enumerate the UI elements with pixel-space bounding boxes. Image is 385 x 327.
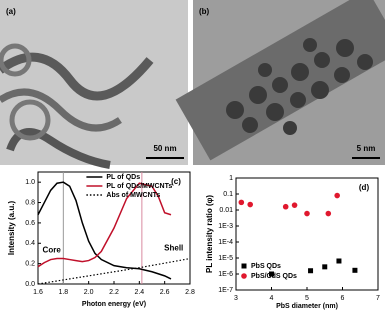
x-axis-label: PbS diameter (nm) bbox=[276, 303, 338, 310]
point bbox=[269, 271, 274, 277]
point bbox=[336, 258, 342, 264]
panel-label: (c) bbox=[171, 177, 181, 186]
y-tick-label: 0.6 bbox=[25, 220, 35, 227]
y-tick-label: 1E-4 bbox=[218, 239, 233, 246]
scale-bar-label: 5 nm bbox=[357, 144, 376, 153]
panel-label: (a) bbox=[6, 7, 16, 16]
image-b: (b) 5 nm bbox=[175, 0, 385, 165]
y-tick-label: 0.01 bbox=[219, 207, 233, 214]
x-tick-label: 2.6 bbox=[160, 289, 170, 296]
legend-label: PL of QDs/MWCNTs bbox=[106, 183, 172, 190]
legend-label: Abs of MWCNTs bbox=[106, 192, 160, 199]
x-tick-label: 7 bbox=[376, 295, 380, 302]
x-tick-label: 5 bbox=[305, 295, 309, 302]
point bbox=[282, 203, 289, 210]
point bbox=[322, 264, 328, 270]
x-tick-label: 2.8 bbox=[185, 289, 195, 296]
y-tick-label: 0.1 bbox=[223, 191, 233, 198]
point bbox=[247, 201, 253, 208]
series-line bbox=[37, 181, 172, 280]
x-tick-label: 4 bbox=[270, 295, 274, 302]
y-tick-label: 0.0 bbox=[25, 281, 35, 288]
point bbox=[352, 267, 358, 273]
y-tick-label: 1E-5 bbox=[218, 255, 233, 262]
series-line bbox=[37, 257, 191, 285]
x-tick-label: 2.2 bbox=[109, 289, 119, 296]
y-axis-label: PL intensity ratio (φ) bbox=[205, 195, 214, 273]
y-tick-label: 0.4 bbox=[25, 240, 35, 247]
x-tick-label: 1.8 bbox=[58, 289, 68, 296]
x-tick-label: 1.6 bbox=[33, 289, 43, 296]
panel-label: (d) bbox=[359, 183, 370, 192]
point bbox=[304, 210, 310, 217]
point bbox=[334, 192, 340, 199]
legend-swatch bbox=[241, 273, 247, 279]
x-tick-label: 2.0 bbox=[84, 289, 94, 296]
x-axis-label: Photon energy (eV) bbox=[82, 301, 146, 308]
point bbox=[325, 210, 332, 217]
y-tick-label: 1E-6 bbox=[218, 271, 233, 278]
point bbox=[238, 199, 245, 206]
y-tick-label: 1E-3 bbox=[218, 223, 233, 230]
point bbox=[308, 268, 314, 274]
image-a: (a) 50 nm bbox=[0, 0, 188, 169]
annotation: Core bbox=[43, 246, 62, 255]
y-tick-label: 1E-7 bbox=[218, 287, 233, 294]
series-line bbox=[37, 182, 172, 268]
y-axis-label: Intensity (a.u.) bbox=[7, 201, 16, 256]
legend-label: PbS/CdS QDs bbox=[251, 273, 297, 280]
legend-label: PL of QDs bbox=[106, 174, 140, 181]
panel-label: (b) bbox=[199, 7, 210, 16]
y-tick-label: 0.2 bbox=[25, 260, 35, 267]
point bbox=[291, 202, 298, 208]
annotation: Shell bbox=[164, 243, 183, 252]
y-tick-label: 0.8 bbox=[25, 199, 35, 206]
legend-label: PbS QDs bbox=[251, 263, 281, 270]
scale-bar-label: 50 nm bbox=[153, 144, 176, 153]
x-tick-label: 2.4 bbox=[134, 289, 144, 296]
x-tick-label: 6 bbox=[341, 295, 345, 302]
x-tick-label: 3 bbox=[234, 295, 238, 302]
y-tick-label: 1 bbox=[229, 175, 233, 182]
y-tick-label: 1.0 bbox=[25, 179, 35, 186]
legend-swatch bbox=[241, 263, 247, 269]
